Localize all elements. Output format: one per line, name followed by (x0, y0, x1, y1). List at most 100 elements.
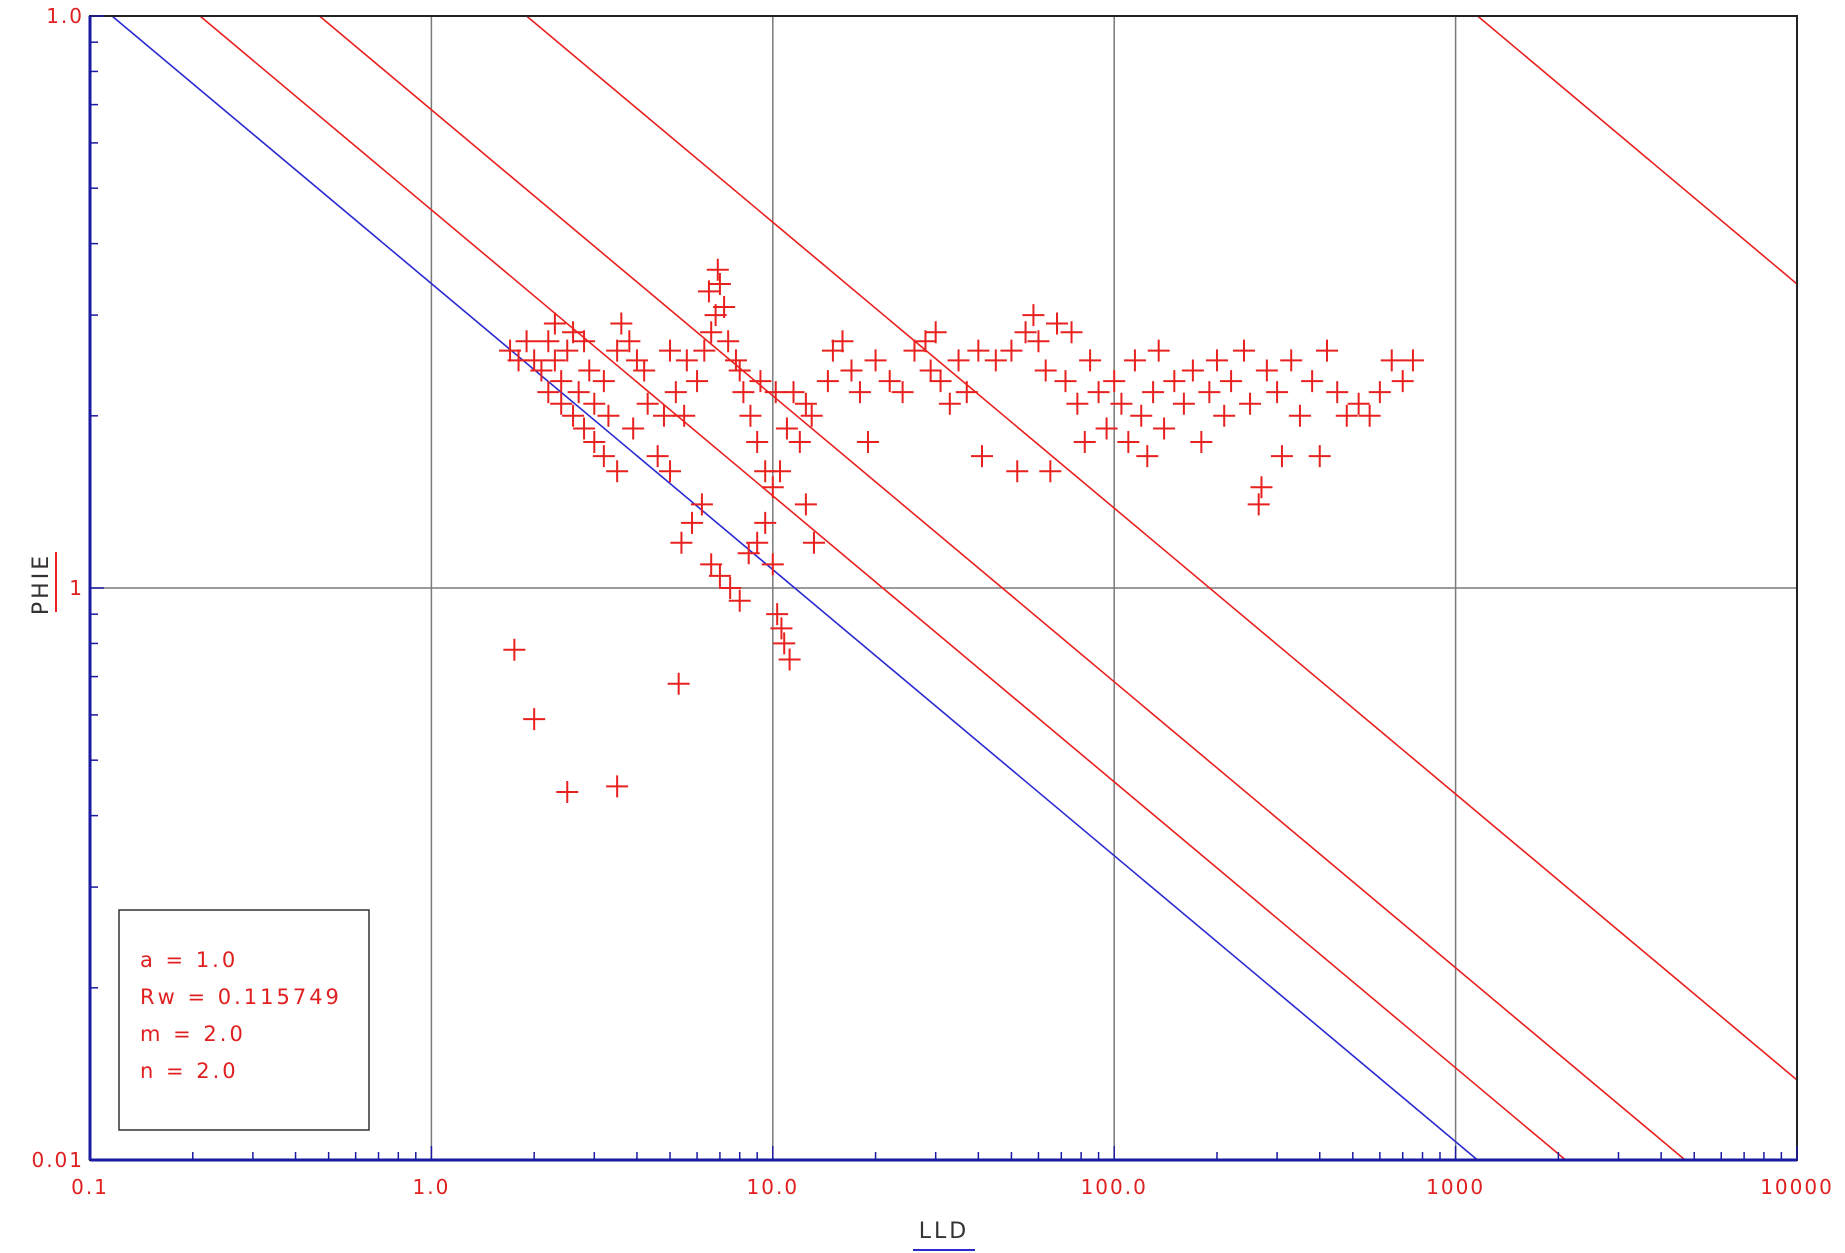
data-point (1250, 476, 1273, 499)
data-point (1308, 445, 1331, 468)
data-point (794, 392, 817, 415)
data-point (794, 493, 817, 516)
data-point (914, 330, 937, 353)
data-point (606, 775, 629, 798)
data-point (903, 339, 926, 362)
data-point (537, 330, 560, 353)
data-point (766, 603, 789, 626)
data-point (848, 381, 871, 404)
data-point (1095, 417, 1118, 440)
water-line (111, 16, 1478, 1160)
data-point (984, 349, 1007, 372)
data-point (1213, 404, 1236, 427)
data-point (1014, 321, 1037, 344)
data-point (700, 553, 723, 576)
reference-lines (111, 16, 1797, 1160)
data-point (864, 349, 887, 372)
data-point (754, 511, 777, 534)
data-point (562, 321, 585, 344)
data-point (578, 359, 601, 382)
data-point (746, 531, 769, 554)
data-point (1163, 370, 1186, 393)
data-point (675, 349, 698, 372)
data-point (606, 339, 629, 362)
data-point (1280, 349, 1303, 372)
data-point (739, 404, 762, 427)
data-point (1315, 339, 1338, 362)
x-tick-label: 100.0 (1081, 1175, 1148, 1199)
data-point (816, 370, 839, 393)
data-point (708, 564, 731, 587)
data-point (562, 404, 585, 427)
data-point (622, 417, 645, 440)
data-point (719, 577, 742, 599)
data-point (1079, 349, 1102, 372)
data-point (664, 381, 687, 404)
data-point (1205, 349, 1228, 372)
data-point (1066, 392, 1089, 415)
data-point (1142, 381, 1165, 404)
data-point (788, 430, 811, 453)
x-axis-label: LLD (919, 1219, 969, 1244)
data-point (1233, 339, 1255, 362)
data-point (761, 553, 784, 576)
data-point (1270, 445, 1293, 468)
data-point (499, 339, 522, 362)
data-point (924, 321, 947, 344)
parameter-rw: Rw = 0.115749 (140, 985, 342, 1009)
data-point (652, 404, 675, 427)
data-point (955, 381, 978, 404)
data-point (556, 780, 579, 803)
data-point (728, 589, 751, 612)
data-point (1110, 392, 1133, 415)
x-tick-label: 1.0 (412, 1175, 450, 1199)
data-point (938, 392, 961, 415)
data-point (556, 339, 579, 362)
data-point (681, 511, 704, 534)
data-point (840, 359, 863, 382)
data-point (610, 312, 633, 335)
data-point (1255, 359, 1278, 382)
data-point (1054, 370, 1077, 393)
data-point (636, 392, 659, 415)
data-point (1301, 370, 1324, 393)
data-point (659, 460, 682, 483)
data-point (732, 381, 755, 404)
data-point (659, 339, 682, 362)
data-point (606, 460, 629, 483)
data-point (1073, 430, 1096, 453)
data-point (737, 542, 760, 565)
data-point (1288, 404, 1311, 427)
data-point (831, 330, 854, 353)
data-point (1335, 404, 1358, 427)
data-point (592, 370, 615, 393)
data-point (713, 295, 736, 318)
data-point (1239, 392, 1262, 415)
data-point (1103, 370, 1126, 393)
data-point (618, 330, 641, 353)
data-point (543, 349, 566, 372)
data-point (1368, 381, 1391, 404)
data-point (1117, 430, 1140, 453)
data-point (947, 349, 970, 372)
data-point (1039, 460, 1062, 483)
grid (90, 16, 1797, 1160)
data-point (761, 476, 784, 499)
data-point (567, 381, 590, 404)
y-tick-label: 1.0 (46, 4, 84, 28)
data-point (1401, 349, 1424, 372)
saturation-line (526, 16, 1797, 1081)
saturation-line (199, 16, 1567, 1160)
data-point (1198, 381, 1221, 404)
data-point (1147, 339, 1170, 362)
data-point (530, 359, 553, 382)
data-point (773, 632, 796, 655)
data-point (706, 258, 729, 281)
data-point (646, 445, 669, 468)
data-point (800, 404, 823, 427)
data-point (1136, 445, 1159, 468)
data-point (503, 638, 526, 661)
data-point (1190, 430, 1213, 453)
parameter-a: a = 1.0 (140, 948, 238, 972)
